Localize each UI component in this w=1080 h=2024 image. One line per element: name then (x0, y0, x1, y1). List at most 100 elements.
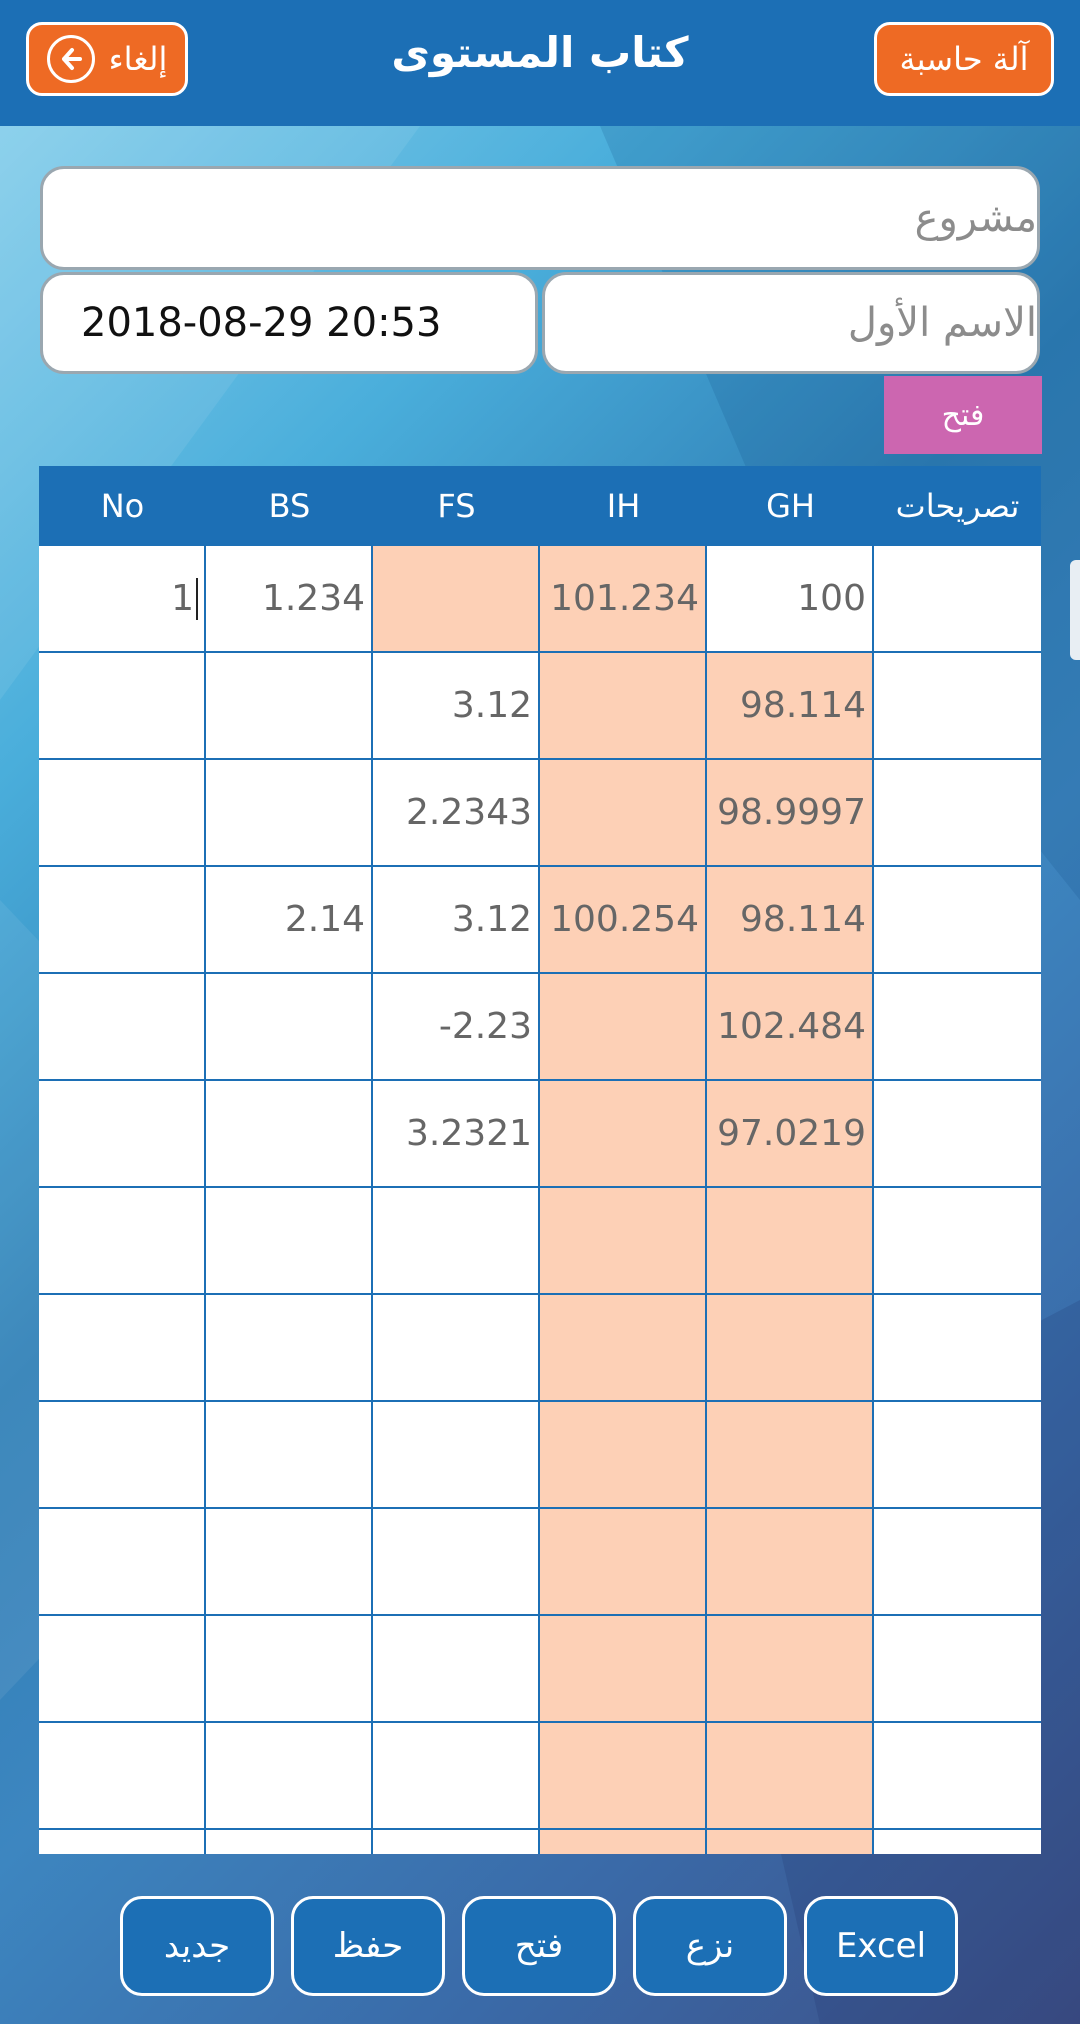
datetime-field[interactable]: 2018-08-29 20:53 (40, 272, 538, 374)
cell-ih[interactable] (540, 1723, 707, 1830)
cell-fs[interactable]: 3.12 (373, 653, 540, 760)
cell-remarks[interactable] (874, 546, 1041, 653)
cell-fs[interactable] (373, 1616, 540, 1723)
cell-no[interactable] (39, 1830, 206, 1854)
scroll-handle[interactable] (1070, 560, 1080, 660)
cell-ih[interactable] (540, 1616, 707, 1723)
cell-value: 3.2321 (406, 1113, 532, 1154)
cell-remarks[interactable] (874, 1616, 1041, 1723)
cell-no[interactable] (39, 974, 206, 1081)
cell-gh[interactable]: 97.0219 (707, 1081, 874, 1188)
project-input[interactable]: مشروع (40, 166, 1040, 270)
cell-bs[interactable] (206, 1616, 373, 1723)
new-button[interactable]: جديد (120, 1896, 274, 1996)
open-file-button[interactable]: فتح (462, 1896, 616, 1996)
cell-fs[interactable]: -2.23 (373, 974, 540, 1081)
cell-value: 98.9997 (717, 792, 866, 833)
cell-ih[interactable] (540, 1402, 707, 1509)
cell-bs[interactable] (206, 1188, 373, 1295)
cell-gh[interactable] (707, 1616, 874, 1723)
cell-value: 98.114 (740, 685, 866, 726)
cell-fs[interactable] (373, 1188, 540, 1295)
cell-bs[interactable] (206, 1081, 373, 1188)
cell-gh[interactable] (707, 1509, 874, 1616)
cell-remarks[interactable] (874, 1081, 1041, 1188)
cell-fs[interactable] (373, 1402, 540, 1509)
open-button[interactable]: فتح (884, 376, 1042, 454)
cell-value: 97.0219 (717, 1113, 866, 1154)
cell-bs[interactable] (206, 653, 373, 760)
cell-no[interactable]: 1 (39, 546, 206, 653)
cell-no[interactable] (39, 1081, 206, 1188)
cell-no[interactable] (39, 653, 206, 760)
cell-ih[interactable] (540, 653, 707, 760)
text-cursor (196, 577, 198, 620)
table-row (39, 1509, 1041, 1616)
cell-no[interactable] (39, 1402, 206, 1509)
cell-gh[interactable] (707, 1830, 874, 1854)
cell-bs[interactable] (206, 974, 373, 1081)
cell-fs[interactable]: 3.12 (373, 867, 540, 974)
cell-bs[interactable] (206, 760, 373, 867)
cell-remarks[interactable] (874, 1509, 1041, 1616)
cell-bs[interactable] (206, 1402, 373, 1509)
cell-gh[interactable] (707, 1402, 874, 1509)
cell-gh[interactable] (707, 1295, 874, 1402)
cell-fs[interactable] (373, 1295, 540, 1402)
cell-ih[interactable] (540, 1188, 707, 1295)
cell-remarks[interactable] (874, 760, 1041, 867)
cell-no[interactable] (39, 867, 206, 974)
cell-no[interactable] (39, 1509, 206, 1616)
cell-no[interactable] (39, 760, 206, 867)
cell-bs[interactable] (206, 1295, 373, 1402)
cell-bs[interactable] (206, 1723, 373, 1830)
cell-remarks[interactable] (874, 1723, 1041, 1830)
cell-remarks[interactable] (874, 867, 1041, 974)
cell-fs[interactable] (373, 1723, 540, 1830)
excel-button[interactable]: Excel (804, 1896, 958, 1996)
cell-value: 2.2343 (406, 792, 532, 833)
cell-remarks[interactable] (874, 1830, 1041, 1854)
cell-ih[interactable]: 101.234 (540, 546, 707, 653)
cell-no[interactable] (39, 1723, 206, 1830)
cell-no[interactable] (39, 1295, 206, 1402)
cell-gh[interactable]: 98.114 (707, 653, 874, 760)
cancel-button[interactable]: إلغاء (26, 22, 188, 96)
cell-no[interactable] (39, 1616, 206, 1723)
cell-no[interactable] (39, 1188, 206, 1295)
table-row (39, 1188, 1041, 1295)
cell-remarks[interactable] (874, 1188, 1041, 1295)
cell-ih[interactable] (540, 1509, 707, 1616)
cell-bs[interactable]: 2.14 (206, 867, 373, 974)
cell-fs[interactable]: 3.2321 (373, 1081, 540, 1188)
cell-remarks[interactable] (874, 1402, 1041, 1509)
cell-ih[interactable] (540, 1295, 707, 1402)
cell-remarks[interactable] (874, 653, 1041, 760)
cell-remarks[interactable] (874, 974, 1041, 1081)
cell-remarks[interactable] (874, 1295, 1041, 1402)
first-name-input[interactable]: الاسم الأول (542, 272, 1040, 374)
cell-gh[interactable] (707, 1723, 874, 1830)
cell-gh[interactable] (707, 1188, 874, 1295)
cell-fs[interactable]: 2.2343 (373, 760, 540, 867)
cell-bs[interactable] (206, 1509, 373, 1616)
cell-ih[interactable] (540, 760, 707, 867)
cell-ih[interactable] (540, 974, 707, 1081)
save-button[interactable]: حفظ (291, 1896, 445, 1996)
cell-fs[interactable] (373, 1509, 540, 1616)
cell-value: 102.484 (717, 1006, 866, 1047)
remove-button[interactable]: نزع (633, 1896, 787, 1996)
cell-gh[interactable]: 98.114 (707, 867, 874, 974)
cell-ih[interactable] (540, 1081, 707, 1188)
cell-bs[interactable]: 1.234 (206, 546, 373, 653)
cell-fs[interactable] (373, 1830, 540, 1854)
cell-gh[interactable]: 98.9997 (707, 760, 874, 867)
cell-ih[interactable] (540, 1830, 707, 1854)
cell-gh[interactable]: 102.484 (707, 974, 874, 1081)
calculator-button[interactable]: آلة حاسبة (874, 22, 1054, 96)
table-row: 3.12 98.114 (39, 653, 1041, 760)
cell-bs[interactable] (206, 1830, 373, 1854)
cell-ih[interactable]: 100.254 (540, 867, 707, 974)
cell-gh[interactable]: 100 (707, 546, 874, 653)
cell-fs[interactable] (373, 546, 540, 653)
